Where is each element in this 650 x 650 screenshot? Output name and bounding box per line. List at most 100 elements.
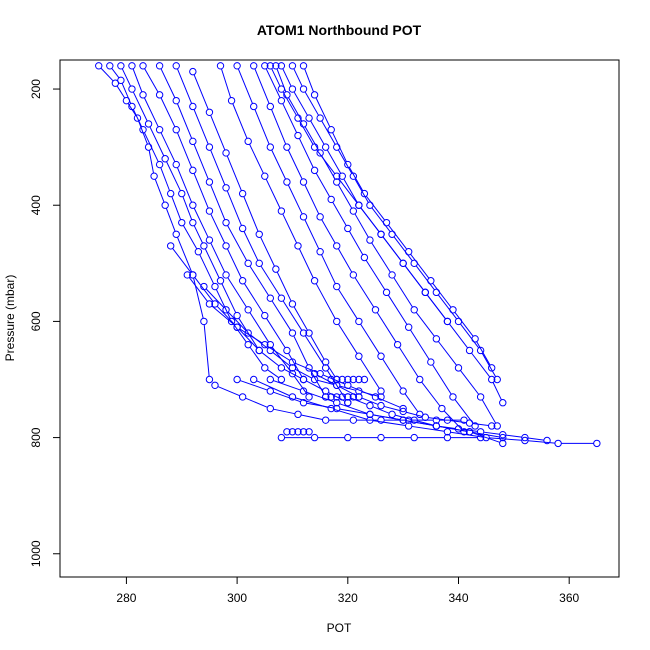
series-25 — [283, 428, 313, 436]
data-point — [338, 393, 346, 401]
series-line-segment — [227, 277, 247, 308]
data-point — [593, 439, 601, 448]
series-line-segment — [295, 368, 312, 379]
data-point — [277, 207, 286, 215]
data-point — [277, 85, 286, 93]
series-line-segment — [481, 352, 497, 377]
series-28 — [310, 369, 496, 430]
series-line-segment — [100, 67, 114, 82]
data-point — [321, 143, 330, 151]
series-line-segment — [383, 405, 401, 412]
data-point — [205, 108, 214, 116]
series-line-segment — [315, 283, 336, 319]
series-line-segment — [332, 132, 347, 162]
series-line-segment — [301, 414, 323, 420]
series-line-segment — [148, 150, 154, 174]
y-tick-label: 200 — [29, 79, 43, 99]
series-line-segment — [337, 184, 353, 209]
x-tick-label: 340 — [448, 591, 468, 605]
data-point — [344, 433, 352, 442]
data-point — [244, 340, 252, 349]
series-line-segment — [265, 178, 281, 209]
data-point — [499, 430, 507, 439]
data-point — [238, 189, 247, 198]
data-point — [200, 242, 208, 250]
series-line-segment — [226, 248, 242, 279]
data-point — [277, 62, 286, 70]
series-line-segment — [304, 68, 314, 93]
series-line-segment — [505, 434, 522, 438]
series-line-segment — [243, 231, 259, 261]
data-point — [266, 294, 275, 302]
series-line-segment — [166, 161, 181, 191]
series-line-segment — [282, 213, 298, 244]
series-line-segment — [176, 68, 193, 104]
series-17 — [266, 62, 452, 326]
data-point — [476, 393, 485, 401]
series-line-segment — [210, 213, 226, 244]
data-point — [288, 428, 297, 436]
series-line-segment — [354, 213, 369, 238]
data-point — [421, 413, 429, 421]
plot-frame — [59, 59, 620, 578]
x-tick-label: 280 — [116, 591, 136, 605]
data-point — [277, 433, 286, 442]
series-15 — [288, 62, 501, 384]
series-13 — [272, 62, 501, 430]
data-point — [255, 230, 263, 238]
data-point — [261, 172, 269, 180]
series-line-segment — [409, 329, 430, 360]
series-line-segment — [265, 68, 281, 98]
series-line-segment — [348, 167, 364, 192]
data-point — [183, 271, 191, 279]
series-line-segment — [382, 358, 402, 389]
data-point — [465, 419, 474, 427]
series-line-segment — [304, 91, 319, 116]
series-3 — [117, 62, 263, 355]
series-line-segment — [411, 425, 445, 432]
series-6 — [155, 62, 330, 401]
series-line-segment — [395, 414, 412, 420]
data-point — [283, 178, 291, 186]
data-point — [288, 364, 297, 372]
series-line-segment — [176, 132, 193, 168]
data-point — [250, 375, 258, 384]
series-line-segment — [350, 397, 368, 405]
data-point — [288, 393, 297, 401]
data-point — [543, 436, 551, 445]
data-point — [117, 62, 125, 70]
series-line-segment — [339, 408, 367, 415]
data-point — [327, 404, 335, 413]
data-point — [299, 62, 308, 70]
series-line-segment — [273, 391, 301, 403]
series-line-segment — [372, 406, 390, 414]
data-point — [277, 96, 286, 105]
data-point — [128, 85, 136, 93]
data-point — [310, 433, 319, 442]
data-point — [476, 433, 485, 442]
data-point — [189, 271, 197, 279]
data-point — [333, 178, 341, 186]
data-point — [305, 329, 313, 337]
data-point — [360, 253, 369, 262]
series-line-segment — [233, 323, 247, 343]
series-line-segment — [304, 335, 325, 366]
series-line-segment — [160, 167, 171, 191]
series-line-segment — [260, 265, 281, 296]
data-point — [377, 230, 385, 238]
series-line-segment — [176, 167, 193, 203]
series-line-segment — [316, 149, 336, 174]
data-point — [460, 416, 468, 424]
data-point — [106, 62, 114, 70]
data-point — [166, 242, 175, 250]
series-line-segment — [338, 178, 358, 203]
data-point — [344, 381, 352, 390]
data-point — [333, 317, 341, 326]
data-point — [410, 433, 418, 442]
data-point — [161, 201, 169, 209]
data-point — [366, 401, 374, 410]
data-point — [222, 242, 230, 250]
data-point — [499, 399, 507, 407]
series-line-segment — [171, 196, 182, 220]
data-point — [139, 62, 147, 70]
